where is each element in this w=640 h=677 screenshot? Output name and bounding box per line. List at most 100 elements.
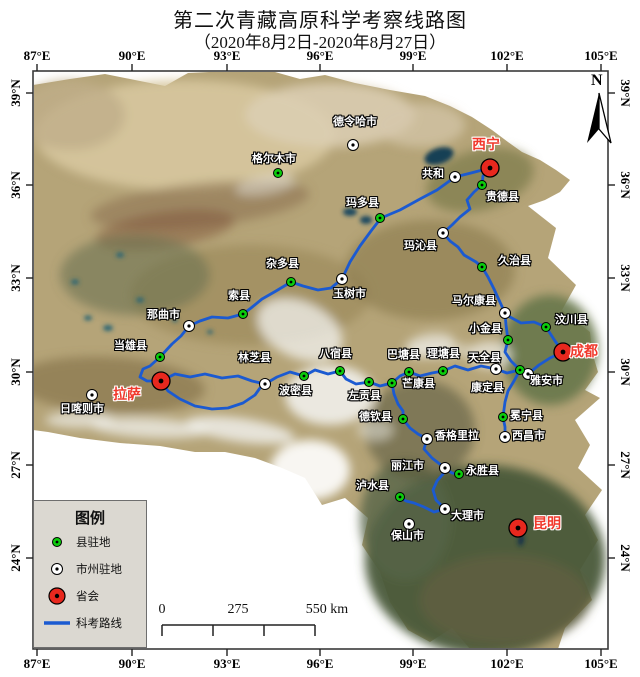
axis-label-bottom: 90°E <box>118 656 146 671</box>
city-marker-capital <box>480 158 500 178</box>
city-marker-prefecture <box>437 227 449 239</box>
city-marker-county <box>398 414 408 424</box>
axis-label-bottom: 102°E <box>490 656 524 671</box>
city-label: 大理市 <box>451 510 484 522</box>
city-label: 成都 <box>570 343 598 359</box>
city-label: 汶川县 <box>555 314 588 326</box>
marker-layer <box>86 139 573 538</box>
city-label: 芒康县 <box>402 378 435 390</box>
axis-label-left: 36°N <box>8 171 23 199</box>
city-marker-county <box>238 309 248 319</box>
city-marker-county <box>273 168 283 178</box>
route-line-lhasa-south-loop <box>159 379 267 411</box>
city-label: 八宿县 <box>319 348 352 360</box>
city-marker-prefecture <box>439 503 451 515</box>
city-label: 保山市 <box>391 530 424 542</box>
city-label: 康定县 <box>471 382 504 394</box>
scale-label-max: 550 km <box>305 602 349 617</box>
city-label: 德钦县 <box>359 411 392 423</box>
axis-label-bottom: 105°E <box>584 656 618 671</box>
legend-title: 图例 <box>74 511 105 527</box>
city-marker-prefecture <box>499 431 511 443</box>
axis-label-right: 39°N <box>618 79 633 107</box>
county-dot-icon <box>52 536 62 547</box>
city-marker-capital <box>151 371 171 391</box>
city-marker-capital <box>508 518 528 538</box>
city-label: 雅安市 <box>530 375 563 387</box>
city-label: 贵德县 <box>486 191 519 203</box>
city-marker-prefecture <box>490 363 502 375</box>
city-marker-capital <box>553 342 573 362</box>
north-arrow-label: N <box>591 72 603 89</box>
legend-item-label: 市州驻地 <box>76 563 122 576</box>
city-label: 那曲市 <box>147 309 180 321</box>
legend-item-route: 科考路线 <box>34 609 146 636</box>
city-label: 格尔木市 <box>252 153 296 165</box>
city-marker-county <box>335 366 345 376</box>
scale-bar <box>161 624 316 636</box>
graticule-ticks <box>26 64 615 656</box>
axis-label-top: 99°E <box>399 48 427 63</box>
city-label: 巴塘县 <box>387 349 420 361</box>
route-line-icon <box>44 620 70 625</box>
city-label: 西昌市 <box>512 430 545 442</box>
axis-label-bottom: 87°E <box>23 656 51 671</box>
city-marker-county <box>438 366 448 376</box>
route-line-yaan-mianning-xichang <box>501 368 522 439</box>
axis-label-top: 96°E <box>306 48 334 63</box>
axis-label-left: 33°N <box>8 264 23 292</box>
axis-label-right: 33°N <box>618 264 633 292</box>
city-marker-county <box>477 262 487 272</box>
legend-item-label: 县驻地 <box>76 536 111 549</box>
city-label: 西宁 <box>472 136 500 152</box>
axis-label-bottom: 93°E <box>213 656 241 671</box>
city-marker-county <box>155 352 165 362</box>
city-label: 永胜县 <box>466 465 499 477</box>
north-arrow-icon <box>587 92 612 144</box>
terrain-shading <box>34 80 605 648</box>
city-marker-prefecture <box>347 139 359 151</box>
city-label: 理塘县 <box>427 348 460 360</box>
axis-label-right: 27°N <box>618 451 633 479</box>
axis-label-left: 27°N <box>8 451 23 479</box>
legend-item-county: 县驻地 <box>34 528 146 555</box>
axis-label-top: 105°E <box>584 48 618 63</box>
lakes <box>71 147 525 546</box>
legend-item-label: 科考路线 <box>76 617 122 630</box>
city-label: 拉萨 <box>113 386 141 402</box>
axis-label-top: 90°E <box>118 48 146 63</box>
city-marker-county <box>503 335 513 345</box>
legend-item-capital: 省会 <box>34 582 146 609</box>
city-label: 小金县 <box>469 323 502 335</box>
axis-label-bottom: 96°E <box>306 656 334 671</box>
city-label: 日喀则市 <box>60 403 104 415</box>
city-marker-prefecture <box>449 171 461 183</box>
city-label: 泸水县 <box>356 480 389 492</box>
scale-label-mid: 275 <box>227 602 249 617</box>
city-label: 玛多县 <box>346 197 379 209</box>
city-marker-county <box>387 378 397 388</box>
scale-label-0: 0 <box>158 602 166 617</box>
city-marker-county <box>498 412 508 422</box>
city-label: 香格里拉 <box>435 430 479 442</box>
city-label: 马尔康县 <box>452 295 496 307</box>
city-marker-county <box>404 367 414 377</box>
city-marker-county <box>395 492 405 502</box>
city-marker-county <box>299 371 309 381</box>
city-label: 玉树市 <box>333 288 366 300</box>
legend: 图例 县驻地 市州驻地 省会 科考路线 <box>33 500 147 648</box>
legend-item-label: 省会 <box>76 590 99 603</box>
axis-label-right: 24°N <box>618 544 633 572</box>
axis-label-right: 30°N <box>618 358 633 386</box>
city-marker-county <box>375 213 385 223</box>
axis-label-left: 30°N <box>8 358 23 386</box>
axis-label-right: 36°N <box>618 171 633 199</box>
city-label: 当雄县 <box>114 340 147 352</box>
city-label: 丽江市 <box>391 460 424 472</box>
city-label: 索县 <box>228 290 250 302</box>
city-marker-county <box>541 322 551 332</box>
city-marker-prefecture <box>421 433 433 445</box>
city-label: 波密县 <box>279 385 312 397</box>
city-label: 久治县 <box>498 255 531 267</box>
